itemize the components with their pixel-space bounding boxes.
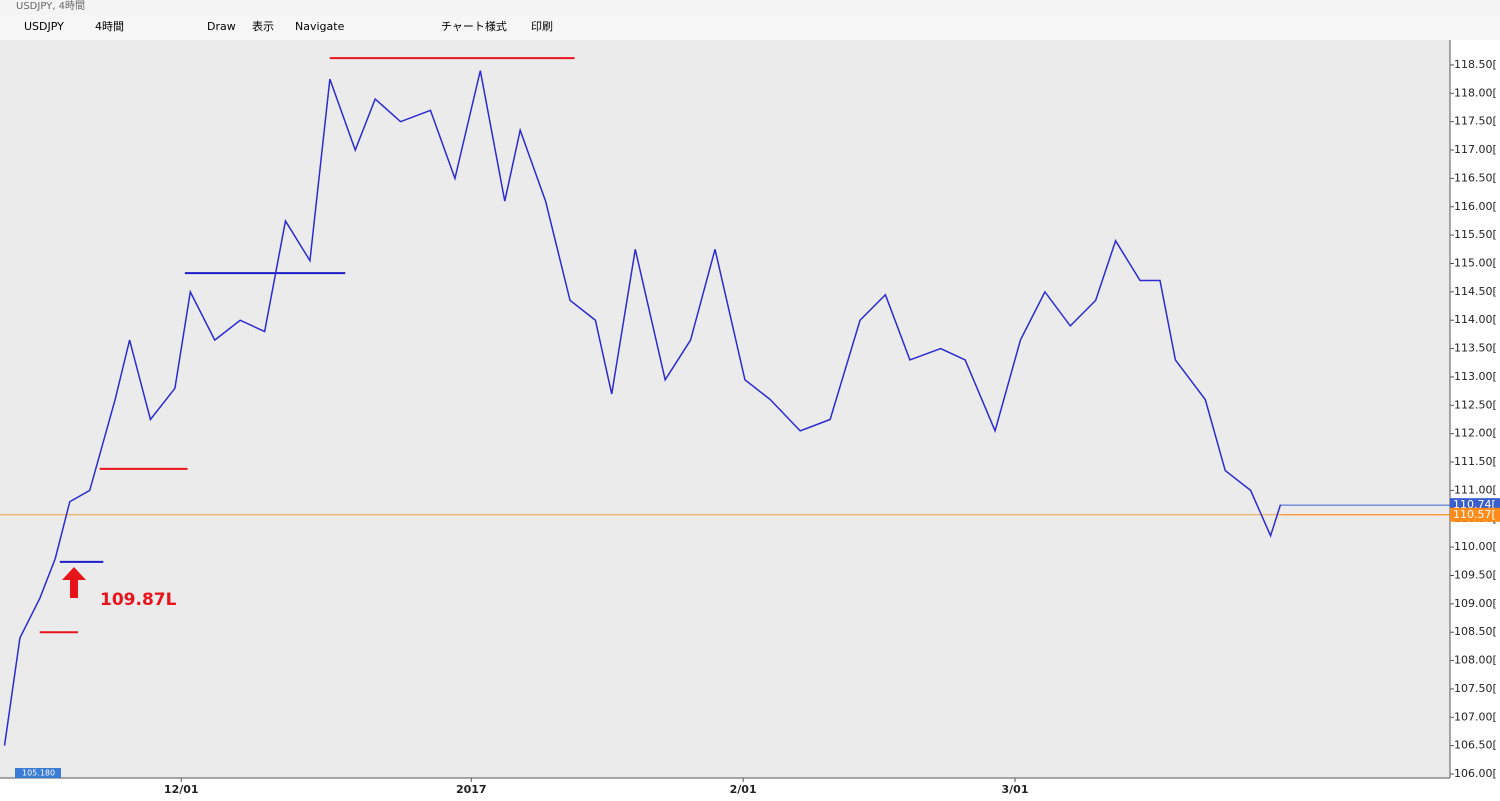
y-tick-label: 110.00[ (1454, 540, 1497, 553)
x-axis-panel (0, 778, 1450, 801)
y-axis-panel (1450, 40, 1500, 801)
annotation: 109.87L (100, 590, 177, 610)
chart-style-menu[interactable]: チャート様式 (441, 20, 507, 33)
low-marker-label: 105.180 (22, 769, 55, 778)
print-menu[interactable]: 印刷 (531, 20, 553, 33)
y-tick-label: 112.50[ (1454, 398, 1497, 411)
y-tick-label: 109.50[ (1454, 568, 1497, 581)
y-tick-label: 114.50[ (1454, 285, 1497, 298)
plot-area (0, 40, 1450, 778)
x-tick-label: 2/01 (730, 783, 757, 796)
y-tick-label: 117.50[ (1454, 115, 1497, 128)
y-tick-label: 113.50[ (1454, 342, 1497, 355)
title-bar: USDJPY, 4時間 (0, 0, 1500, 14)
y-tick-label: 113.00[ (1454, 370, 1497, 383)
x-tick-label: 3/01 (1002, 783, 1029, 796)
draw-menu[interactable]: Draw (207, 20, 236, 33)
y-tick-label: 116.50[ (1454, 171, 1497, 184)
y-tick-label: 108.00[ (1454, 654, 1497, 667)
y-tick-label: 115.00[ (1454, 256, 1497, 269)
buy-arrow (62, 567, 86, 598)
symbol-select[interactable]: USDJPY (24, 20, 64, 33)
y-tick-label: 109.00[ (1454, 597, 1497, 610)
y-tick-label: 107.00[ (1454, 710, 1497, 723)
y-tick-label: 108.50[ (1454, 625, 1497, 638)
y-tick-label: 106.00[ (1454, 767, 1497, 780)
y-tick-label: 106.50[ (1454, 739, 1497, 752)
y-tick-label: 111.50[ (1454, 455, 1497, 468)
y-tick-label: 118.00[ (1454, 86, 1497, 99)
y-tick-label: 116.00[ (1454, 200, 1497, 213)
y-tick-label: 118.50[ (1454, 58, 1497, 71)
price-label-box (1450, 507, 1500, 522)
y-tick-label: 112.00[ (1454, 427, 1497, 440)
y-tick-label: 115.50[ (1454, 228, 1497, 241)
y-tick-label: 111.00[ (1454, 483, 1497, 496)
low-marker-box (15, 768, 61, 778)
view-menu[interactable]: 表示 (252, 20, 274, 33)
navigate-menu[interactable]: Navigate (295, 20, 345, 33)
x-tick-label: 12/01 (164, 783, 199, 796)
timeframe-select[interactable]: 4時間 (95, 20, 124, 33)
y-tick-label: 114.00[ (1454, 313, 1497, 326)
window-title: USDJPY, 4時間 (16, 1, 85, 12)
price-line (3, 70, 1282, 746)
y-tick-label: 117.00[ (1454, 143, 1497, 156)
y-tick-label: 107.50[ (1454, 682, 1497, 695)
price-label: 110.57[ (1453, 508, 1496, 521)
x-tick-label: 2017 (456, 783, 487, 796)
